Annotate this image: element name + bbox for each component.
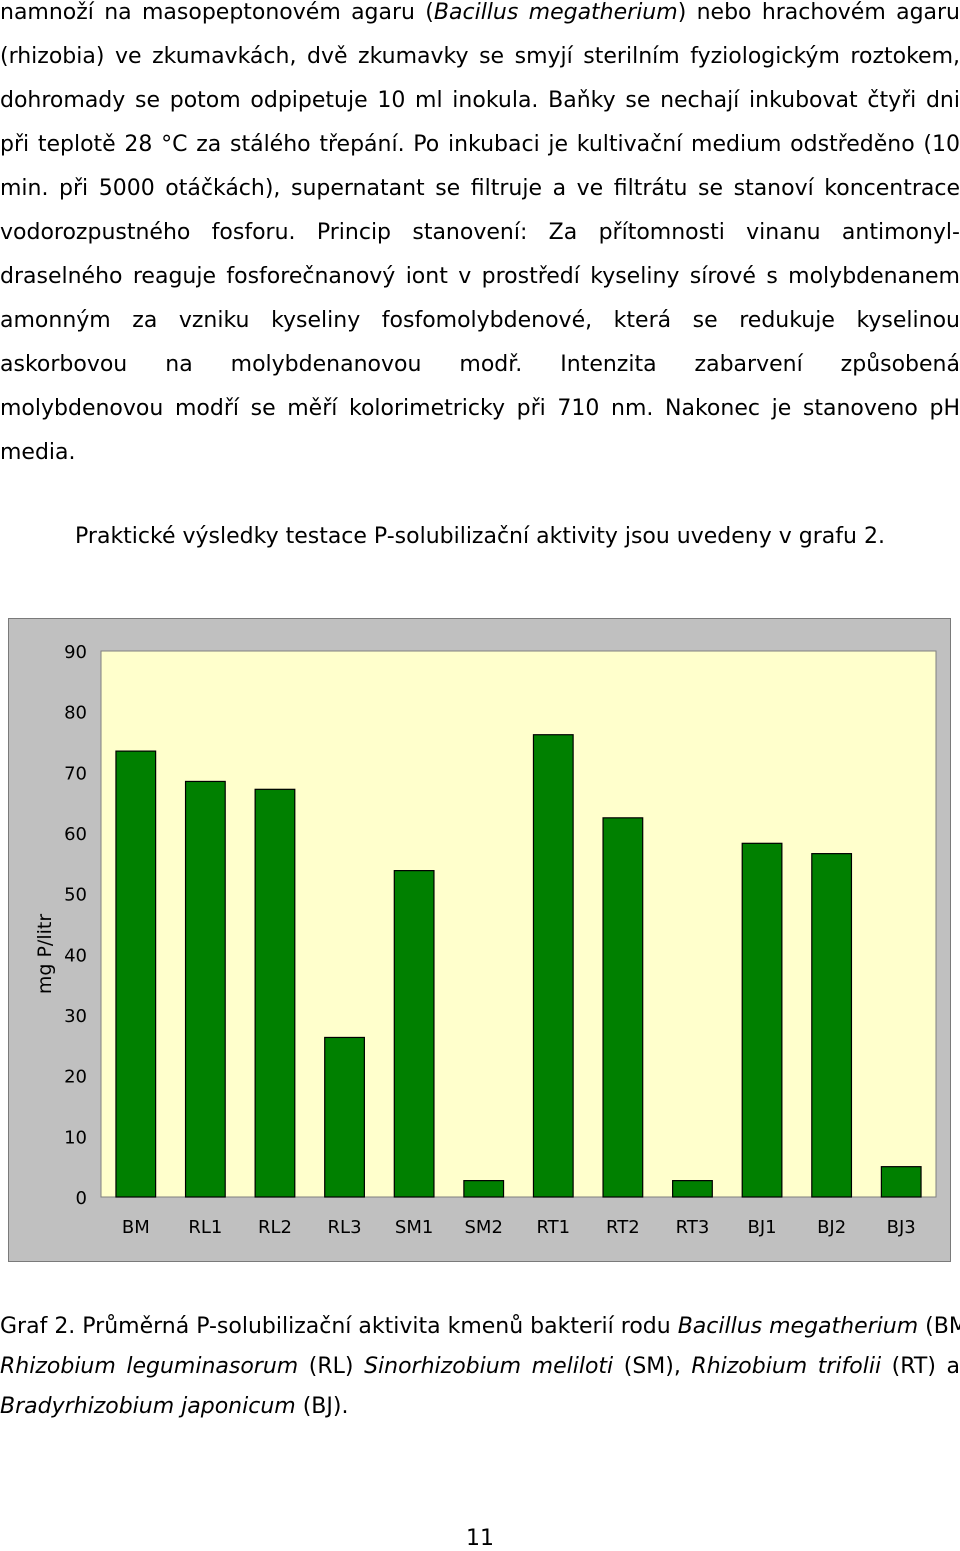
text-segment: (RT) a: [881, 1354, 960, 1379]
text-segment: (RL): [298, 1354, 365, 1379]
x-tick-label: RL3: [328, 1217, 362, 1238]
text-segment: media.: [0, 440, 76, 465]
paragraph-line: (rhizobia) ve zkumavkách, dvě zkumavky s…: [0, 44, 960, 70]
y-tick-label: 10: [64, 1127, 87, 1148]
text-segment: molybdenovou modří se měří kolorimetrick…: [0, 396, 960, 421]
bar-RT2: [602, 817, 644, 1198]
text-segment: (BM): [925, 1314, 960, 1339]
italic-text: Bacillus megatherium: [677, 1314, 919, 1339]
bar-BJ2: [811, 853, 853, 1198]
bar-BM: [115, 750, 157, 1198]
text-segment: vodorozpustného fosforu. Princip stanove…: [0, 220, 960, 245]
text-segment: (SM),: [613, 1354, 692, 1379]
y-tick-label: 0: [76, 1188, 87, 1209]
bar-RT1: [532, 734, 574, 1198]
y-tick-label: 90: [64, 642, 87, 663]
italic-text: Bradyrhizobium japonicum: [0, 1394, 296, 1419]
paragraph-line: vodorozpustného fosforu. Princip stanove…: [0, 220, 960, 246]
y-tick-label: 20: [64, 1067, 87, 1088]
text-segment: draselného reaguje fosforečnanový iont v…: [0, 264, 960, 289]
bar-RL2: [254, 788, 296, 1198]
italic-text: Rhizobium trifolii: [691, 1354, 882, 1379]
chart-frame: 0 10 20 30 40 50 60 70 80 90 mg P/litr BM RL1 RL2 RL3 S…: [8, 618, 951, 1262]
italic-text: Rhizobium leguminasorum: [0, 1354, 299, 1379]
caption-line: Bradyrhizobium japonicum (BJ).: [0, 1394, 348, 1420]
x-tick-label: RT2: [606, 1217, 640, 1238]
y-tick-label: 40: [64, 945, 87, 966]
bar-RL3: [324, 1036, 365, 1198]
italic-text: Sinorhizobium meliloti: [364, 1354, 614, 1379]
bar-RL1: [184, 780, 226, 1198]
x-tick-label: RL1: [188, 1217, 222, 1238]
y-tick-label: 30: [64, 1006, 87, 1027]
text-segment: (rhizobia) ve zkumavkách, dvě zkumavky s…: [0, 44, 960, 69]
text-segment: Graf 2. Průměrná P-solubilizační aktivit…: [0, 1314, 678, 1339]
paragraph-line: min. při 5000 otáčkách), supernatant se …: [0, 176, 960, 202]
text-segment: při teplotě 28 °C za stálého třepání. Po…: [0, 132, 960, 157]
x-tick-label: RT1: [536, 1217, 570, 1238]
y-tick-label: 80: [64, 703, 87, 724]
text-segment: ) nebo hrachovém agaru: [677, 0, 960, 25]
paragraph-line: při teplotě 28 °C za stálého třepání. Po…: [0, 132, 960, 158]
paragraph-line: namnoží na masopeptonovém agaru (Bacillu…: [0, 0, 960, 26]
caption-line: Rhizobium leguminasorum (RL) Sinorhizobi…: [0, 1354, 960, 1380]
paragraph-line: draselného reaguje fosforečnanový iont v…: [0, 264, 960, 290]
caption-line: Graf 2. Průměrná P-solubilizační aktivit…: [0, 1314, 960, 1340]
x-tick-label: BJ2: [817, 1217, 846, 1238]
bar-SM1: [393, 870, 435, 1198]
bar-SM2: [463, 1180, 505, 1198]
plot-area: [100, 650, 937, 1198]
x-tick-label: BJ1: [747, 1217, 776, 1238]
paragraph-line: amonným za vzniku kyseliny fosfomolybden…: [0, 308, 960, 334]
y-tick-label: 60: [64, 824, 87, 845]
text-segment: min. při 5000 otáčkách), supernatant se …: [0, 176, 960, 201]
bar-RT3: [672, 1180, 713, 1198]
page-number: 11: [466, 1526, 494, 1551]
x-tick-label: RL2: [258, 1217, 292, 1238]
paragraph-line: askorbovou na molybdenanovou modř. Inten…: [0, 352, 960, 378]
italic-text: Bacillus megatherium: [433, 0, 678, 25]
text-segment: askorbovou na molybdenanovou modř. Inten…: [0, 352, 960, 377]
x-tick-label: RT3: [676, 1217, 710, 1238]
paragraph-line: media.: [0, 440, 76, 466]
x-tick-label: BJ3: [887, 1217, 916, 1238]
text-segment: (BJ).: [295, 1394, 349, 1419]
bar-BJ3: [880, 1166, 922, 1198]
y-axis-label: mg P/litr: [34, 914, 56, 994]
x-tick-label: SM1: [395, 1217, 433, 1238]
x-tick-label: SM2: [464, 1217, 502, 1238]
x-tick-label: BM: [122, 1217, 150, 1238]
paragraph-line: dohromady se potom odpipetuje 10 ml inok…: [0, 88, 960, 114]
intro-sentence: Praktické výsledky testace P-solubilizač…: [75, 524, 885, 549]
bar-chart: 0 10 20 30 40 50 60 70 80 90 mg P/litr BM RL1 RL2 RL3 S…: [34, 642, 937, 1238]
text-segment: dohromady se potom odpipetuje 10 ml inok…: [0, 88, 960, 113]
paragraph-line: molybdenovou modří se měří kolorimetrick…: [0, 396, 960, 422]
text-segment: namnoží na masopeptonovém agaru (: [0, 0, 434, 25]
y-tick-label: 70: [64, 763, 87, 784]
bar-BJ1: [741, 842, 783, 1198]
text-segment: amonným za vzniku kyseliny fosfomolybden…: [0, 308, 960, 333]
y-tick-label: 50: [64, 885, 87, 906]
